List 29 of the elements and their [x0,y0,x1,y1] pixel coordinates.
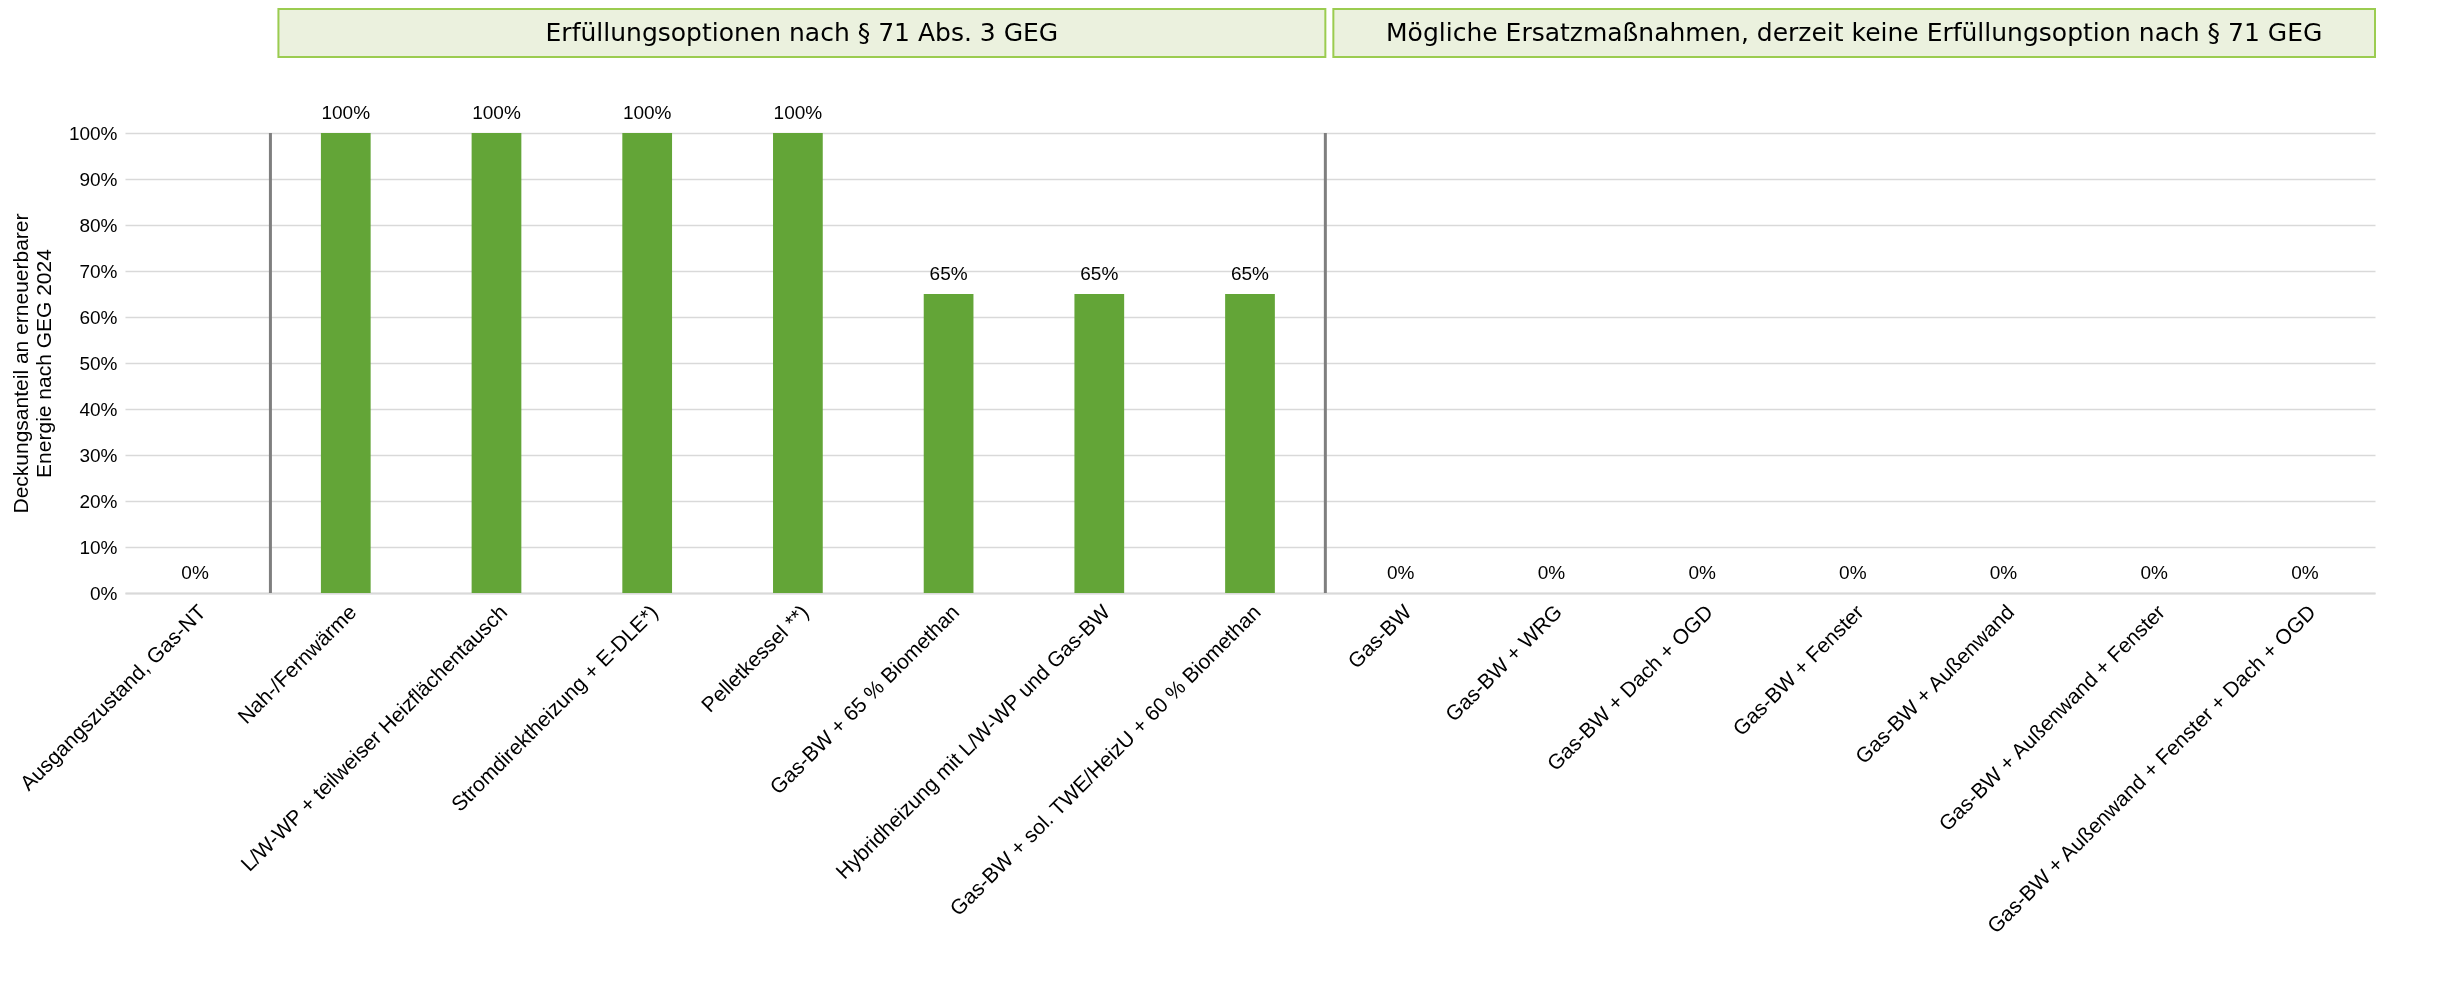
y-tick-label: 70% [79,260,118,282]
data-label: 0% [181,562,209,583]
y-tick-label: 40% [79,398,118,420]
y-tick-label: 90% [79,168,118,190]
data-label: 65% [1080,263,1119,284]
data-label: 0% [1839,562,1867,583]
y-tick-label: 0% [90,582,118,604]
data-label: 0% [2291,562,2319,583]
text: Erfüllungsoptionen nach § 71 Abs. 3 GEG [545,18,1059,47]
data-label: 0% [1989,562,2018,583]
data-label: 65% [929,263,968,284]
y-tick-label: 100% [68,122,118,144]
data-label: 0% [1688,562,1716,583]
y-axis-title: Deckungsanteil an erneuerbarer Energie nach GEG 2024 [8,213,55,514]
data-label: 100% [321,102,371,123]
data-label: 0% [2140,562,2169,583]
y-tick-label: 10% [79,536,118,558]
y-tick-label: 50% [79,352,118,374]
data-label: 100% [622,102,672,123]
data-label: 0% [1537,562,1566,583]
y-tick-label: 80% [79,214,118,236]
data-label: 100% [472,102,521,123]
y-tick-label: 30% [79,444,118,466]
data-label: 0% [1386,562,1415,583]
y-tick-label: 20% [79,490,118,512]
data-label: 100% [773,102,823,123]
y-tick-label: 60% [79,306,118,328]
data-label: 65% [1230,263,1270,284]
text: Mögliche Ersatzmaßnahmen, derzeit keine Erfüllungsoption nach § 71 GEG [1386,18,2323,47]
